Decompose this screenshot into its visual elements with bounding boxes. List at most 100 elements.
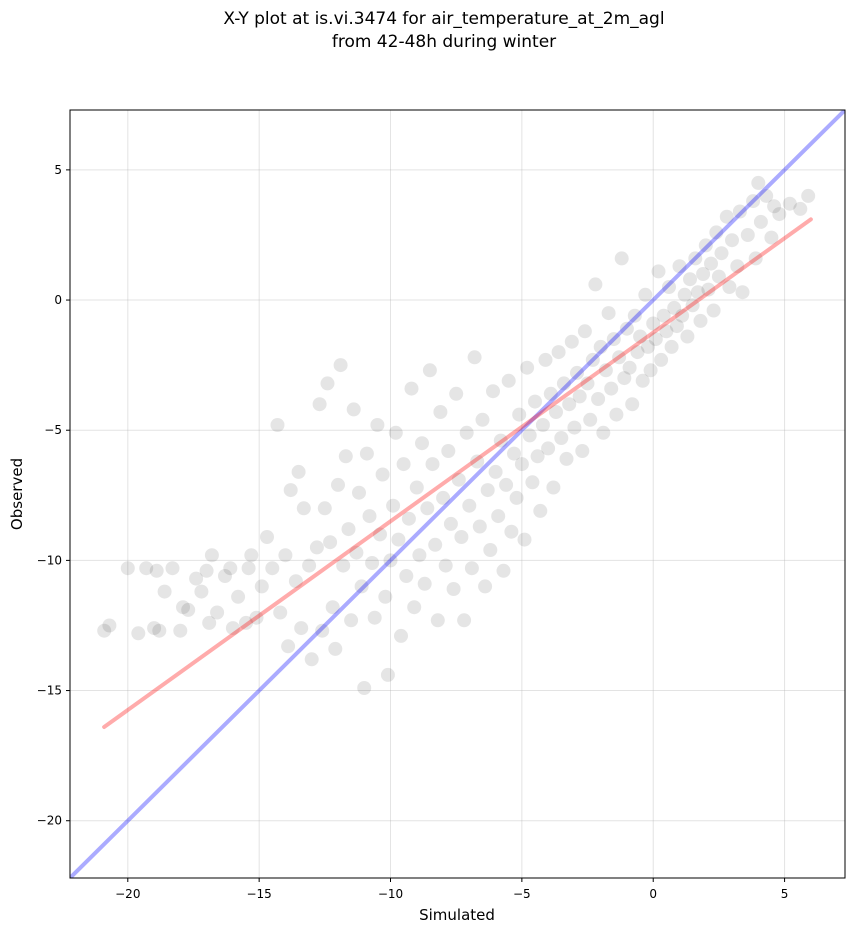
scatter-point <box>496 563 511 578</box>
scatter-point <box>131 626 146 641</box>
scatter-point <box>606 332 621 347</box>
scatter-point <box>328 641 343 656</box>
scatter-point <box>404 381 419 396</box>
scatter-point <box>401 511 416 526</box>
scatter-point <box>514 457 529 472</box>
scatter-point <box>596 425 611 440</box>
scatter-point <box>470 454 485 469</box>
scatter-point <box>120 561 135 576</box>
scatter-point <box>643 363 658 378</box>
scatter-point <box>535 418 550 432</box>
scatter-point <box>698 238 713 253</box>
scatter-point <box>425 457 440 472</box>
scatter-point <box>522 428 537 443</box>
scatter-point <box>520 360 535 375</box>
scatter-point <box>165 561 180 576</box>
scatter-point <box>433 405 448 419</box>
scatter-point <box>504 524 519 539</box>
scatter-point <box>459 425 474 440</box>
scatter-point <box>641 339 655 354</box>
scatter-points <box>97 175 816 695</box>
scatter-point <box>288 574 303 589</box>
scatter-point <box>583 412 598 427</box>
scatter-point <box>546 480 561 495</box>
scatter-point <box>598 363 613 378</box>
scatter-point <box>735 285 750 300</box>
scatter-point <box>659 324 674 339</box>
scatter-point <box>543 386 558 401</box>
scatter-point <box>478 579 493 594</box>
scatter-point <box>462 498 477 513</box>
scatter-point <box>147 621 162 636</box>
scatter-point <box>633 329 648 344</box>
scatter-point <box>202 615 217 630</box>
scatter-point <box>554 431 569 445</box>
x-tick-label: −5 <box>513 887 531 901</box>
scatter-point <box>690 285 705 300</box>
scatter-point <box>438 558 453 573</box>
scatter-point <box>373 527 387 542</box>
scatter-point <box>420 501 435 516</box>
scatter-point <box>375 467 390 482</box>
scatter-point <box>493 433 508 448</box>
scatter-point <box>218 569 232 583</box>
scatter-point <box>551 345 566 360</box>
scatter-point <box>457 613 472 628</box>
x-tick-label: −10 <box>378 887 403 901</box>
scatter-point <box>601 306 616 321</box>
scatter-point <box>409 480 424 495</box>
scatter-point <box>793 201 808 216</box>
scatter-point <box>139 561 154 576</box>
scatter-point <box>619 321 634 336</box>
scatter-point <box>265 561 280 576</box>
scatter-point <box>577 324 592 339</box>
scatter-point <box>354 579 369 594</box>
scatter-point <box>656 308 671 323</box>
scatter-point <box>386 498 401 513</box>
scatter-point <box>662 280 676 294</box>
scatter-point <box>751 175 766 190</box>
y-axis-label: Observed <box>8 458 26 530</box>
scatter-point <box>759 188 774 203</box>
scatter-point <box>388 425 403 440</box>
scatter-point <box>315 623 330 638</box>
scatter-point <box>149 563 164 578</box>
scatter-point <box>451 472 466 487</box>
scatter-point <box>580 376 595 391</box>
scatter-point <box>748 251 763 266</box>
scatter-point <box>367 610 382 625</box>
scatter-point <box>612 350 627 365</box>
scatter-point <box>454 530 469 544</box>
scatter-point <box>609 407 624 422</box>
scatter-point <box>696 267 711 281</box>
scatter-point <box>617 371 632 386</box>
scatter-point <box>525 475 540 490</box>
scatter-point <box>338 449 353 464</box>
y-tick-label: −20 <box>37 814 62 828</box>
scatter-point <box>346 402 361 417</box>
scatter-point <box>352 485 366 500</box>
scatter-point <box>102 618 117 633</box>
scatter-point <box>475 412 490 427</box>
scatter-point <box>417 576 432 591</box>
scatter-point <box>349 545 364 560</box>
scatter-point <box>380 667 395 682</box>
scatter-point <box>231 589 246 604</box>
scatter-point <box>714 246 729 261</box>
scatter-point <box>357 681 372 695</box>
chart-subtitle: from 42-48h during winter <box>331 32 557 52</box>
scatter-point <box>509 490 524 505</box>
scatter-point <box>97 623 112 638</box>
scatter-point <box>365 556 380 570</box>
scatter-point <box>331 477 345 492</box>
x-tick-label: 0 <box>649 887 657 901</box>
scatter-point <box>199 563 214 578</box>
scatter-point <box>443 516 458 531</box>
regression-line <box>102 217 813 730</box>
scatter-point <box>370 418 385 432</box>
scatter-point <box>585 352 600 367</box>
scatter-point <box>362 509 377 524</box>
scatter-point <box>549 405 563 419</box>
scatter-point <box>512 407 527 422</box>
